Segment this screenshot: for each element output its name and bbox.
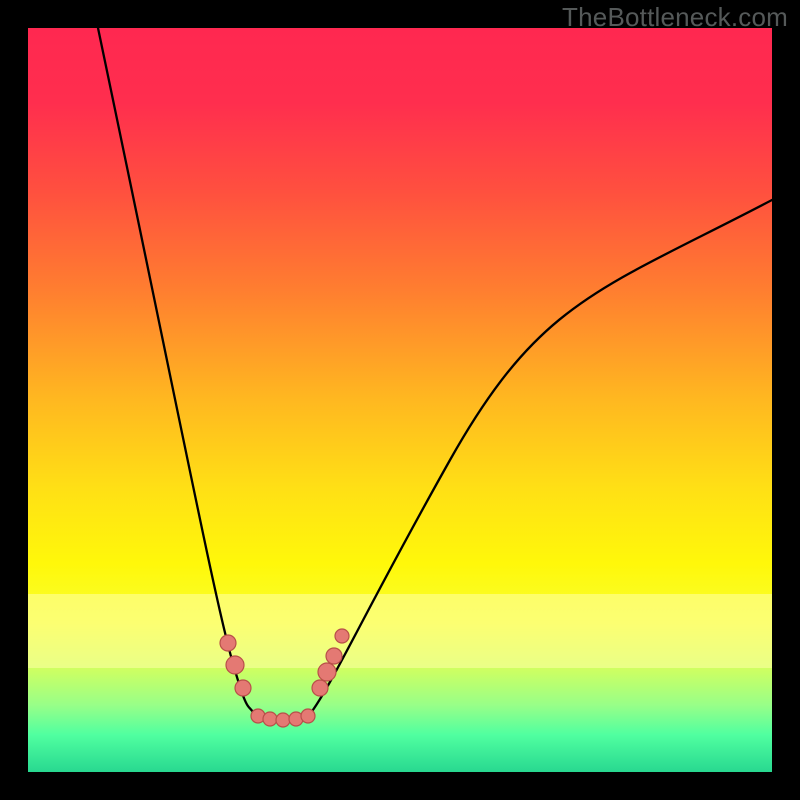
marker-left-1: [226, 656, 244, 674]
marker-left-2: [235, 680, 251, 696]
watermark-text: TheBottleneck.com: [562, 2, 788, 33]
pale-yellow-band: [28, 594, 772, 668]
marker-right-3: [335, 629, 349, 643]
marker-right-2: [326, 648, 342, 664]
marker-bottom-4: [301, 709, 315, 723]
marker-right-1: [318, 663, 336, 681]
marker-right-0: [312, 680, 328, 696]
chart-root: TheBottleneck.com: [0, 0, 800, 800]
marker-left-0: [220, 635, 236, 651]
bottleneck-chart: [0, 0, 800, 800]
marker-bottom-1: [263, 712, 277, 726]
marker-bottom-2: [276, 713, 290, 727]
